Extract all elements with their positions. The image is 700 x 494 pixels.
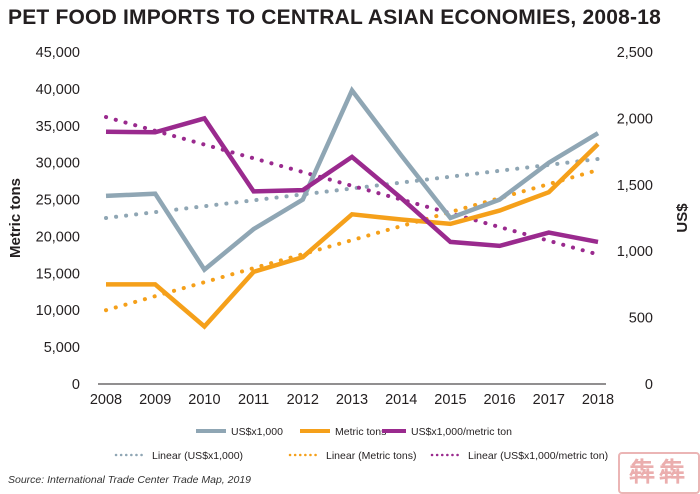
x-tick-label: 2008: [90, 392, 122, 408]
right-tick-label: 2,500: [617, 45, 653, 61]
left-tick-label: 5,000: [44, 340, 80, 356]
x-tick-label: 2012: [287, 392, 319, 408]
legend-label-2: Metric tons: [335, 426, 386, 438]
left-tick-label: 15,000: [36, 266, 80, 282]
left-tick-label: 35,000: [36, 119, 80, 135]
right-axis-title: US$: [674, 203, 691, 233]
left-axis-title: Metric tons: [7, 178, 24, 258]
legend-label-3: US$x1,000/metric ton: [411, 426, 512, 438]
series-line-1: [105, 86, 600, 273]
series-line-3: [105, 115, 599, 249]
legend-label-1: US$x1,000: [231, 426, 283, 438]
trendline-3: [104, 115, 600, 257]
left-tick-label: 30,000: [36, 156, 80, 172]
legend-trend-label-2: Linear (Metric tons): [326, 450, 416, 462]
right-tick-label: 1,000: [617, 244, 653, 260]
x-tick-label: 2010: [188, 392, 220, 408]
x-tick-label: 2018: [582, 392, 614, 408]
right-tick-label: 1,500: [617, 178, 653, 194]
left-tick-label: 20,000: [36, 229, 80, 245]
legend-trend-label-1: Linear (US$x1,000): [152, 450, 243, 462]
series-line-2: [106, 142, 600, 330]
left-tick-label: 0: [72, 377, 80, 393]
right-tick-label: 500: [629, 311, 653, 327]
x-tick-label: 2017: [533, 392, 565, 408]
legend-trend-label-3: Linear (US$x1,000/metric ton): [468, 450, 608, 462]
left-tick-label: 10,000: [36, 303, 80, 319]
left-tick-label: 45,000: [36, 45, 80, 61]
right-tick-label: 2,000: [617, 111, 653, 127]
source-note: Source: International Trade Center Trade…: [8, 474, 251, 486]
x-tick-label: 2016: [483, 392, 515, 408]
x-tick-label: 2013: [336, 392, 368, 408]
x-tick-label: 2009: [139, 392, 171, 408]
chart-title: PET FOOD IMPORTS TO CENTRAL ASIAN ECONOM…: [8, 6, 661, 29]
trendline-1: [104, 156, 600, 220]
x-tick-label: 2011: [238, 392, 269, 408]
x-tick-label: 2014: [385, 392, 417, 408]
left-tick-label: 40,000: [36, 82, 80, 98]
right-tick-label: 0: [645, 377, 653, 393]
watermark-stamp: 犇犇: [618, 452, 700, 494]
left-tick-label: 25,000: [36, 193, 80, 209]
x-tick-label: 2015: [434, 392, 466, 408]
